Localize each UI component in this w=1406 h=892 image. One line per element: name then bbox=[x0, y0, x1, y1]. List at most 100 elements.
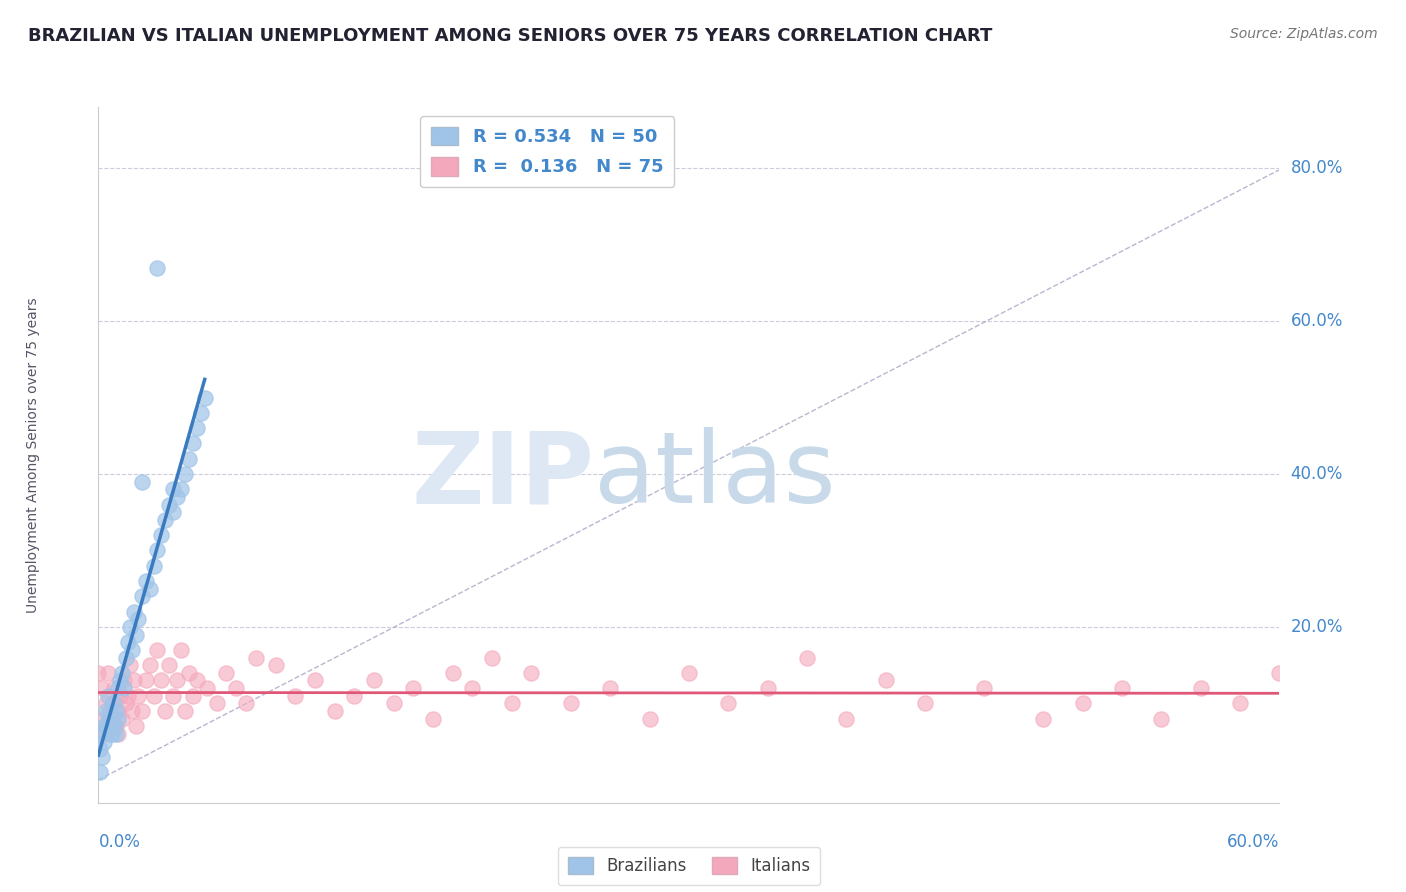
Point bbox=[121, 643, 143, 657]
Point bbox=[186, 421, 208, 435]
Point bbox=[157, 658, 180, 673]
Point bbox=[155, 513, 177, 527]
Point bbox=[108, 689, 131, 703]
Point bbox=[461, 681, 484, 695]
Point bbox=[177, 665, 200, 680]
Point bbox=[138, 658, 160, 673]
Point bbox=[166, 673, 188, 688]
Point bbox=[101, 697, 124, 711]
Point bbox=[796, 650, 818, 665]
Point bbox=[284, 689, 307, 703]
Point bbox=[118, 658, 141, 673]
Text: 40.0%: 40.0% bbox=[1291, 465, 1343, 483]
Point bbox=[111, 712, 134, 726]
Text: BRAZILIAN VS ITALIAN UNEMPLOYMENT AMONG SENIORS OVER 75 YEARS CORRELATION CHART: BRAZILIAN VS ITALIAN UNEMPLOYMENT AMONG … bbox=[28, 27, 993, 45]
Point bbox=[155, 704, 177, 718]
Point bbox=[174, 467, 197, 481]
Point bbox=[146, 643, 169, 657]
Point bbox=[1189, 681, 1212, 695]
Point bbox=[170, 643, 193, 657]
Point bbox=[101, 712, 124, 726]
Point bbox=[97, 689, 120, 703]
Point bbox=[235, 697, 257, 711]
Point bbox=[215, 665, 238, 680]
Point bbox=[101, 727, 124, 741]
Point bbox=[177, 451, 200, 466]
Point bbox=[112, 673, 135, 688]
Point bbox=[93, 719, 115, 733]
Point bbox=[1229, 697, 1251, 711]
Point bbox=[105, 704, 128, 718]
Point bbox=[97, 665, 120, 680]
Point bbox=[264, 658, 287, 673]
Point bbox=[166, 490, 188, 504]
Point bbox=[103, 681, 125, 695]
Point bbox=[875, 673, 897, 688]
Point bbox=[135, 673, 157, 688]
Point bbox=[127, 612, 149, 626]
Point bbox=[1071, 697, 1094, 711]
Text: Source: ZipAtlas.com: Source: ZipAtlas.com bbox=[1230, 27, 1378, 41]
Point bbox=[96, 719, 118, 733]
Point bbox=[481, 650, 503, 665]
Point bbox=[91, 750, 114, 764]
Legend: R = 0.534   N = 50, R =  0.136   N = 75: R = 0.534 N = 50, R = 0.136 N = 75 bbox=[420, 116, 673, 187]
Point bbox=[756, 681, 779, 695]
Point bbox=[520, 665, 543, 680]
Point bbox=[125, 719, 148, 733]
Point bbox=[122, 605, 145, 619]
Point bbox=[560, 697, 582, 711]
Point bbox=[225, 681, 247, 695]
Point bbox=[98, 727, 121, 741]
Point bbox=[501, 697, 523, 711]
Point bbox=[174, 704, 197, 718]
Point bbox=[105, 719, 128, 733]
Point bbox=[181, 436, 204, 450]
Point bbox=[150, 673, 173, 688]
Point bbox=[131, 475, 153, 489]
Point bbox=[245, 650, 267, 665]
Text: 0.0%: 0.0% bbox=[98, 833, 141, 851]
Point bbox=[103, 697, 125, 711]
Point bbox=[111, 665, 134, 680]
Point bbox=[1111, 681, 1133, 695]
Point bbox=[162, 483, 184, 497]
Point bbox=[1150, 712, 1173, 726]
Point bbox=[343, 689, 366, 703]
Point bbox=[146, 543, 169, 558]
Point bbox=[117, 635, 139, 649]
Point bbox=[118, 620, 141, 634]
Point bbox=[97, 712, 120, 726]
Point bbox=[127, 689, 149, 703]
Point bbox=[131, 704, 153, 718]
Point bbox=[441, 665, 464, 680]
Point bbox=[146, 260, 169, 275]
Point bbox=[1268, 665, 1291, 680]
Point bbox=[205, 697, 228, 711]
Point bbox=[105, 727, 128, 741]
Point bbox=[170, 483, 193, 497]
Point bbox=[304, 673, 326, 688]
Point bbox=[142, 689, 165, 703]
Point bbox=[162, 505, 184, 519]
Point bbox=[91, 727, 114, 741]
Point bbox=[87, 665, 110, 680]
Point bbox=[717, 697, 740, 711]
Point bbox=[96, 697, 118, 711]
Point bbox=[638, 712, 661, 726]
Point bbox=[131, 590, 153, 604]
Point bbox=[96, 704, 118, 718]
Text: 60.0%: 60.0% bbox=[1291, 312, 1343, 330]
Point bbox=[117, 689, 139, 703]
Point bbox=[122, 673, 145, 688]
Point bbox=[363, 673, 385, 688]
Point bbox=[107, 704, 129, 718]
Point bbox=[195, 681, 218, 695]
Point bbox=[181, 689, 204, 703]
Point bbox=[112, 681, 135, 695]
Point bbox=[157, 498, 180, 512]
Point bbox=[135, 574, 157, 588]
Point bbox=[107, 712, 129, 726]
Point bbox=[150, 528, 173, 542]
Point bbox=[914, 697, 936, 711]
